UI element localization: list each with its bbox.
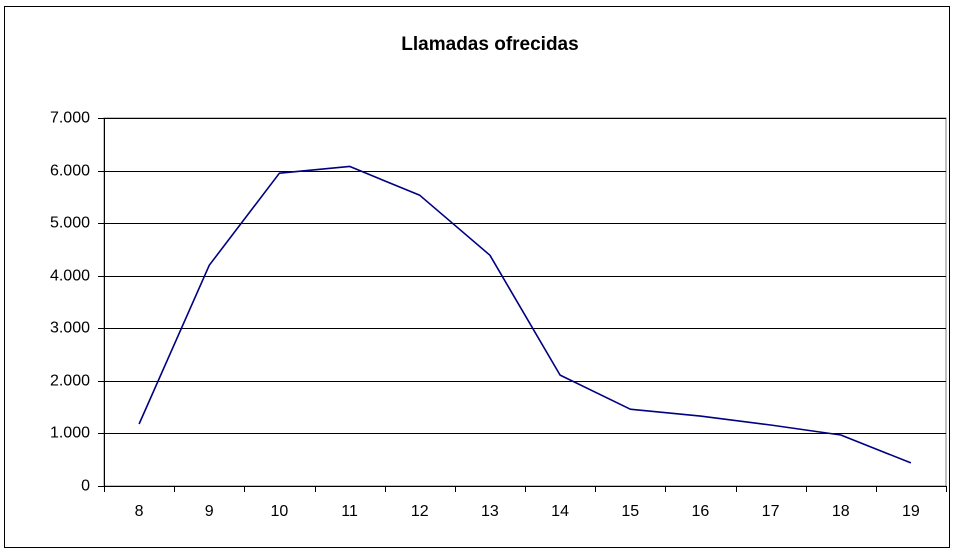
y-tick-label: 6.000 bbox=[50, 163, 90, 180]
x-tick-label: 13 bbox=[481, 503, 499, 520]
data-line bbox=[138, 165, 912, 464]
x-tick-label: 9 bbox=[205, 503, 214, 520]
y-tick-label: 1.000 bbox=[50, 425, 90, 442]
y-tick-label: 5.000 bbox=[50, 215, 90, 232]
x-tick-label: 11 bbox=[341, 503, 358, 520]
x-tick-label: 12 bbox=[411, 503, 429, 520]
x-tick-label: 15 bbox=[621, 503, 639, 520]
x-tick-label: 14 bbox=[551, 503, 569, 520]
x-tick-label: 8 bbox=[135, 503, 144, 520]
chart-title: Llamadas ofrecidas bbox=[401, 34, 578, 55]
plot-area bbox=[103, 117, 947, 487]
y-tick-label: 4.000 bbox=[50, 268, 90, 285]
y-tick-label: 0 bbox=[81, 478, 90, 495]
x-tick-label: 17 bbox=[762, 503, 780, 520]
y-tick-label: 3.000 bbox=[50, 320, 90, 337]
x-tick-label: 18 bbox=[832, 503, 850, 520]
x-tick-label: 16 bbox=[692, 503, 710, 520]
x-tick-label: 19 bbox=[902, 503, 920, 520]
y-tick-label: 2.000 bbox=[50, 373, 90, 390]
x-tick-label: 10 bbox=[271, 503, 289, 520]
y-tick-label: 7.000 bbox=[50, 110, 90, 127]
